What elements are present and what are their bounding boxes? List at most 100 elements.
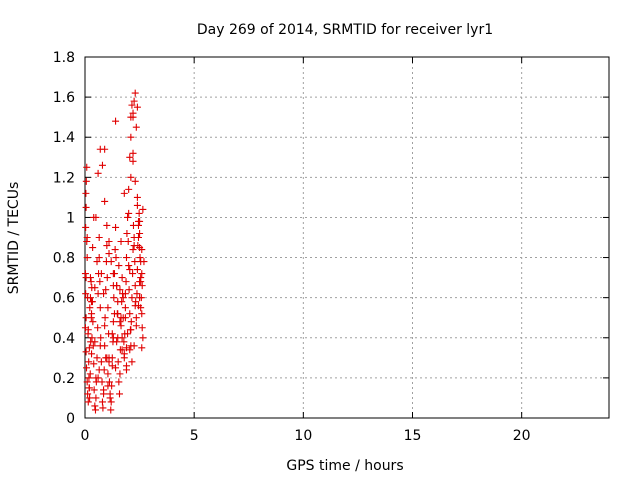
data-point: [138, 282, 146, 290]
data-point: [97, 358, 105, 366]
data-point: [112, 364, 120, 372]
data-point: [111, 246, 119, 254]
data-point: [122, 254, 130, 262]
data-point: [130, 242, 138, 250]
data-point: [120, 338, 128, 346]
data-point: [95, 254, 103, 262]
data-point: [82, 189, 90, 197]
data-point: [82, 177, 90, 185]
data-point: [103, 274, 111, 282]
data-point: [125, 185, 133, 193]
data-point: [83, 364, 91, 372]
data-point: [117, 322, 125, 330]
data-point: [90, 213, 98, 221]
data-point: [132, 123, 140, 131]
data-point: [126, 153, 134, 161]
y-tick-label: 1.6: [53, 90, 75, 106]
data-point: [101, 145, 109, 153]
y-tick-label: 1.8: [53, 50, 75, 66]
data-point: [90, 360, 98, 368]
data-point: [124, 238, 132, 246]
data-point: [120, 189, 128, 197]
data-point: [136, 217, 144, 225]
x-tick-label: 20: [513, 428, 531, 444]
data-point: [104, 370, 112, 378]
data-point: [119, 294, 127, 302]
data-point: [128, 358, 136, 366]
data-point: [105, 250, 113, 258]
data-point: [138, 270, 146, 278]
data-point: [91, 406, 99, 414]
data-point: [112, 223, 120, 231]
data-point: [124, 213, 132, 221]
data-point: [86, 304, 94, 312]
data-point: [91, 284, 99, 292]
data-point: [133, 290, 141, 298]
data-point: [132, 314, 140, 322]
data-point: [101, 197, 109, 205]
data-point: [106, 390, 114, 398]
data-point: [130, 97, 138, 105]
data-point: [127, 318, 135, 326]
y-axis-label: SRMTID / TECUs: [6, 182, 22, 295]
data-point: [101, 314, 109, 322]
data-point: [102, 354, 110, 362]
data-point: [82, 348, 90, 356]
data-point: [113, 338, 121, 346]
data-point: [122, 366, 130, 374]
data-point: [131, 282, 139, 290]
data-point: [133, 266, 141, 274]
data-point: [84, 390, 92, 398]
data-point: [95, 366, 103, 374]
data-point: [131, 258, 139, 266]
data-point: [129, 157, 137, 165]
data-point: [124, 330, 132, 338]
data-point: [129, 270, 137, 278]
data-point: [126, 310, 134, 318]
data-point: [129, 246, 137, 254]
data-point: [112, 254, 120, 262]
data-point: [110, 294, 118, 302]
data-point: [107, 258, 115, 266]
data-point: [130, 342, 138, 350]
data-point: [127, 173, 135, 181]
data-point: [116, 370, 124, 378]
data-point: [131, 89, 139, 97]
data-point: [128, 101, 136, 109]
data-point: [135, 209, 143, 217]
data-point: [128, 294, 136, 302]
data-point: [99, 404, 107, 412]
data-point: [94, 324, 102, 332]
data-point: [84, 398, 92, 406]
data-point: [133, 193, 141, 201]
data-point: [136, 229, 144, 237]
data-point: [115, 390, 123, 398]
y-tick-label: 0: [66, 411, 75, 427]
y-tick-label: 0.6: [53, 291, 75, 307]
y-tick-label: 1: [66, 210, 75, 226]
data-point: [105, 378, 113, 386]
data-point: [129, 109, 137, 117]
data-point: [82, 274, 90, 282]
data-point: [86, 394, 94, 402]
data-point: [104, 304, 112, 312]
data-point: [102, 286, 110, 294]
plot-frame: [84, 56, 610, 419]
data-point: [114, 298, 122, 306]
data-point: [123, 229, 131, 237]
data-point: [83, 254, 91, 262]
data-point: [89, 318, 97, 326]
data-point: [125, 286, 133, 294]
data-point: [98, 398, 106, 406]
data-point: [114, 310, 122, 318]
chart-title: Day 269 of 2014, SRMTID for receiver lyr…: [197, 22, 493, 38]
data-point: [113, 282, 121, 290]
data-point: [107, 406, 115, 414]
data-point: [114, 358, 122, 366]
data-point: [118, 346, 126, 354]
data-point: [92, 394, 100, 402]
data-point: [140, 258, 148, 266]
data-point: [136, 294, 144, 302]
data-point: [116, 318, 124, 326]
